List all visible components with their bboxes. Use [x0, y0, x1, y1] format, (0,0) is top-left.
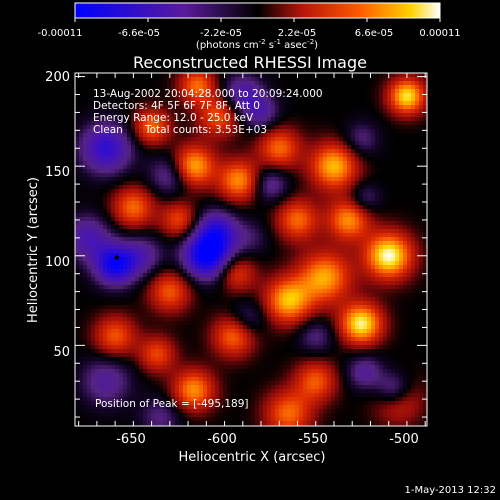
- colorbar-tick-label: 6.6e-05: [355, 28, 393, 39]
- y-tick-label: 150: [45, 165, 70, 180]
- total-counts-label: Total counts: 3.53E+03: [144, 124, 267, 136]
- colorbar-tick-label: -6.6e-05: [118, 28, 160, 39]
- colorbar-tick-label: -0.00011: [38, 28, 83, 39]
- x-tick-label: -500: [389, 432, 419, 447]
- y-tick-label: 100: [45, 255, 70, 270]
- detectors-label: Detectors: 4F 5F 6F 7F 8F, Att 0: [93, 100, 260, 112]
- colorbar: [74, 2, 441, 19]
- time-range-label: 13-Aug-2002 20:04:28.000 to 20:09:24.000: [93, 88, 323, 100]
- generation-timestamp: 1-May-2013 12:32: [404, 485, 496, 496]
- peak-position-label: Position of Peak = [-495,189]: [95, 398, 249, 410]
- y-axis-label: Heliocentric Y (arcsec): [26, 177, 41, 323]
- colorbar-units: (photons cm-2 s-1 asec-2): [196, 38, 318, 51]
- energy-range-label: Energy Range: 12.0 - 25.0 keV: [93, 112, 254, 124]
- image-area: [75, 73, 427, 426]
- colorbar-tick-label: -2.2e-05: [200, 28, 242, 39]
- colorbar-ticks: [74, 18, 441, 22]
- clean-label: Clean: [93, 124, 123, 136]
- plot-frame: [74, 72, 428, 427]
- image-pixels: [75, 73, 427, 426]
- x-axis-label: Heliocentric X (arcsec): [179, 450, 326, 465]
- colorbar-tick-label: 0.00011: [419, 28, 460, 39]
- y-tick-label: 200: [45, 70, 70, 85]
- x-tick-label: -550: [298, 432, 328, 447]
- x-tick-label: -650: [116, 432, 146, 447]
- chart-title: Reconstructed RHESSI Image: [133, 53, 367, 72]
- colorbar-tick-label: 2.2e-05: [278, 28, 316, 39]
- y-tick-label: 50: [53, 345, 70, 360]
- minimum-marker: [114, 255, 120, 260]
- axis-ticks: [75, 73, 427, 426]
- x-tick-label: -600: [207, 432, 237, 447]
